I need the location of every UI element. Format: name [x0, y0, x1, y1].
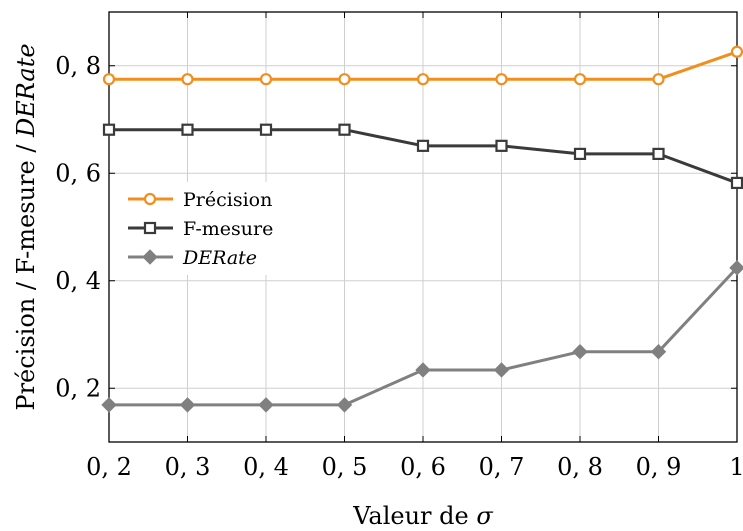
data-point: [258, 397, 274, 413]
data-point: [495, 139, 508, 152]
legend: Précision F-mesure DERate: [121, 182, 296, 275]
x-tick-label: 0, 6: [400, 453, 446, 481]
data-point: [259, 123, 273, 136]
x-tick-label: 0, 8: [557, 453, 603, 481]
data-point: [652, 73, 665, 86]
legend-swatch-marker: [143, 192, 157, 206]
legend-swatch-marker: [143, 221, 157, 235]
data-point: [338, 73, 351, 86]
legend-label: F-mesure: [183, 218, 273, 240]
x-axis-label-symbol: σ: [476, 502, 493, 530]
y-axis-label-main: Précision / F-mesure /: [12, 137, 40, 411]
y-tick-label: 0, 2: [55, 374, 101, 402]
data-point: [102, 73, 116, 86]
data-point: [729, 260, 743, 276]
y-tick-label: 0, 6: [55, 159, 101, 187]
legend-swatch-marker: [142, 249, 158, 265]
y-tick-label: 0, 4: [55, 267, 101, 295]
y-tick-label: 0, 8: [55, 52, 101, 80]
series-layer: [101, 45, 743, 413]
x-tick-label: 1: [729, 453, 743, 481]
data-point: [181, 73, 194, 86]
data-point: [572, 343, 588, 360]
legend-item: Précision: [128, 189, 272, 211]
legend-item: F-mesure: [128, 218, 273, 240]
data-point: [493, 362, 510, 378]
series-pr-cision: [102, 45, 743, 86]
data-point: [416, 73, 430, 86]
data-point: [415, 362, 431, 378]
data-point: [495, 73, 508, 86]
data-point: [259, 73, 273, 86]
data-point: [573, 147, 587, 160]
legend-label: DERate: [182, 247, 257, 269]
x-axis-label-prefix: Valeur de: [352, 502, 476, 530]
data-point: [101, 397, 117, 413]
data-point: [179, 397, 196, 413]
x-tick-label: 0, 9: [636, 453, 682, 481]
data-point: [652, 147, 665, 160]
x-tick-label: 0, 3: [165, 453, 211, 481]
data-point: [730, 176, 743, 190]
legend-item: DERate: [128, 247, 257, 269]
data-point: [730, 45, 743, 58]
tick-labels: 0, 2 0, 3 0, 4 0, 5 0, 6 0, 7 0, 8 0, 9 1 0, 2 0, …: [55, 12, 743, 481]
y-axis-label: Précision / F-mesure / DERate: [12, 43, 40, 410]
series-derate: [101, 260, 743, 413]
data-point: [650, 343, 667, 360]
data-point: [102, 123, 116, 136]
data-point: [336, 397, 353, 413]
y-axis-label-derate: DERate: [12, 43, 40, 138]
data-point: [573, 73, 587, 86]
x-tick-label: 0, 4: [243, 453, 289, 481]
x-tick-label: 0, 5: [322, 453, 368, 481]
legend-label: Précision: [183, 189, 272, 211]
x-tick-label: 0, 2: [86, 453, 132, 481]
data-point: [338, 123, 351, 136]
data-point: [416, 139, 430, 152]
data-point: [181, 123, 194, 136]
series-f-mesure: [102, 123, 743, 190]
x-axis-label: Valeur de σ: [352, 502, 493, 530]
x-tick-label: 0, 7: [479, 453, 525, 481]
